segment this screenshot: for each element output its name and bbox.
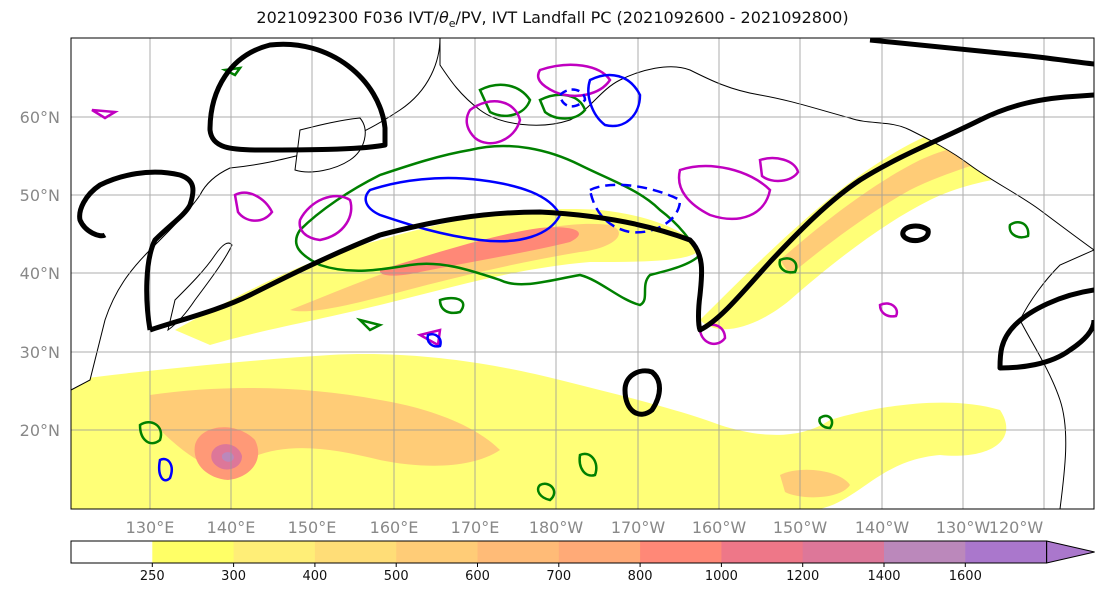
chart-title: 2021092300 F036 IVT/θe/PV, IVT Landfall … <box>256 8 849 31</box>
lon-label: 150°W <box>773 518 828 537</box>
colorbar-segment <box>152 541 235 563</box>
pc-contour-north <box>207 41 388 153</box>
colorbar-segment <box>558 541 641 563</box>
ivt-landfall-pc-contours <box>77 38 1094 417</box>
colorbar-segment <box>233 541 316 563</box>
alaska-land <box>439 38 1094 251</box>
colorbar-segment <box>965 541 1048 563</box>
colorbar-tick-label: 700 <box>546 569 571 584</box>
japan-island <box>167 242 233 332</box>
land-masses <box>71 38 1094 509</box>
graticule <box>71 38 1094 509</box>
colorbar-segment <box>396 541 478 563</box>
colorbar-tick-label: 800 <box>628 569 653 584</box>
lon-label: 170°E <box>451 518 500 537</box>
lon-label: 180°W <box>529 518 584 537</box>
lon-label: 130°W <box>936 518 991 537</box>
colorbar-tick-label: 1400 <box>867 569 900 584</box>
pv-negative-contours <box>158 73 682 482</box>
colorbar-tick-label: 250 <box>140 569 165 584</box>
colorbar-tick-label: 600 <box>465 569 490 584</box>
north-america-coast <box>1019 249 1094 509</box>
pc-contour-loop-east <box>900 223 931 243</box>
lon-label: 130°E <box>126 518 175 537</box>
lon-label: 140°E <box>207 518 256 537</box>
pc-contour-main <box>149 92 1094 333</box>
colorbar-tick-label: 1200 <box>786 569 819 584</box>
map-content <box>71 38 1094 509</box>
colorbar-segment <box>477 541 560 563</box>
kamchatka <box>294 117 366 173</box>
colorbar-tick-label: 300 <box>221 569 246 584</box>
colorbar-segment <box>640 541 722 563</box>
lon-label: 140°W <box>855 518 910 537</box>
colorbar-segment <box>884 541 966 563</box>
colorbar-segment <box>314 541 397 563</box>
colorbar-segment <box>802 541 885 563</box>
pc-contour-west <box>77 169 196 331</box>
colorbar-tick-label: 1600 <box>949 569 982 584</box>
lat-label: 30°N <box>20 343 60 362</box>
colorbar-segment <box>721 541 804 563</box>
colorbar-tick-label: 400 <box>302 569 327 584</box>
lon-label: 120°W <box>989 518 1044 537</box>
colorbar-extend-arrow <box>1046 540 1095 564</box>
lon-label: 160°E <box>370 518 419 537</box>
colorbar-tick-label: 1000 <box>705 569 738 584</box>
theta-symbol: θ <box>438 8 449 27</box>
lat-label: 60°N <box>20 108 60 127</box>
ivt-south-east-400 <box>780 469 850 498</box>
lat-label: 50°N <box>20 186 60 205</box>
lat-labels: 60°N 50°N 40°N 30°N 20°N <box>20 108 60 440</box>
lat-label: 40°N <box>20 264 60 283</box>
pc-contour-southeast <box>997 287 1094 371</box>
ivt-east-250 <box>700 118 1062 330</box>
colorbar: 250 300 400 500 600 700 800 1000 1200 1400 1600 <box>70 540 1095 584</box>
colorbar-segment <box>71 541 153 563</box>
map-frame <box>70 37 1095 510</box>
lon-label: 150°E <box>288 518 337 537</box>
pc-contour-north-2 <box>869 38 1094 67</box>
pc-contour-loop-center <box>622 368 662 417</box>
colorbar-tick-label: 500 <box>384 569 409 584</box>
lon-label: 170°W <box>611 518 666 537</box>
lon-label: 160°W <box>692 518 747 537</box>
lon-labels: 130°E 140°E 150°E 160°E 170°E 180°W 170°… <box>126 518 1044 537</box>
lat-label: 20°N <box>20 421 60 440</box>
